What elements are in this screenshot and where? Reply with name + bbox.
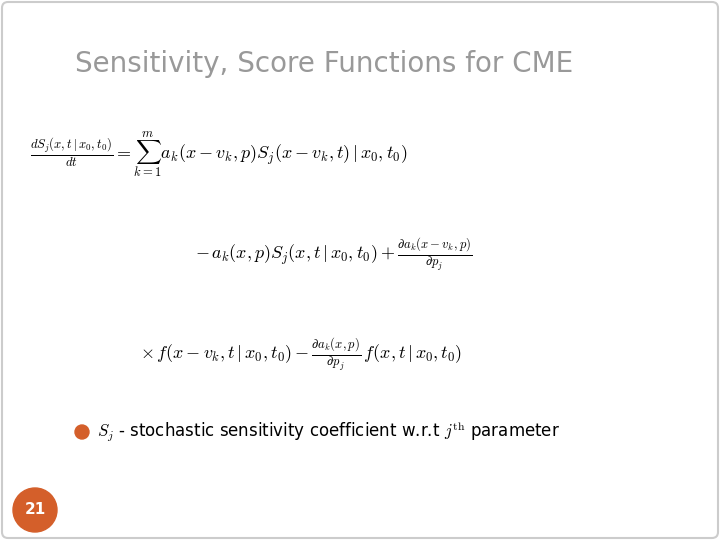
Circle shape: [75, 425, 89, 439]
Text: $\frac{dS_j(x,t\,|\,x_0,t_0)}{dt} = \sum_{k=1}^{m} a_k(x-v_k,p)S_j(x-v_k,t)\,|\,: $\frac{dS_j(x,t\,|\,x_0,t_0)}{dt} = \sum…: [30, 130, 408, 180]
Text: Sensitivity, Score Functions for CME: Sensitivity, Score Functions for CME: [75, 50, 573, 78]
Circle shape: [13, 488, 57, 532]
Text: 21: 21: [24, 503, 45, 517]
Text: $\times\, f(x-v_k,t\,|\,x_0,t_0) - \frac{\partial a_k(x,p)}{\partial p_j}\,f(x,t: $\times\, f(x-v_k,t\,|\,x_0,t_0) - \frac…: [140, 336, 462, 373]
Text: $-\,a_k(x,p)S_j(x,t\,|\,x_0,t_0)+\frac{\partial a_k(x-v_k,p)}{\partial p_j}$: $-\,a_k(x,p)S_j(x,t\,|\,x_0,t_0)+\frac{\…: [195, 237, 472, 273]
Text: $S_j$ - stochastic sensitivity coefficient w.r.t $j^{\mathrm{th}}$ parameter: $S_j$ - stochastic sensitivity coefficie…: [97, 420, 560, 444]
